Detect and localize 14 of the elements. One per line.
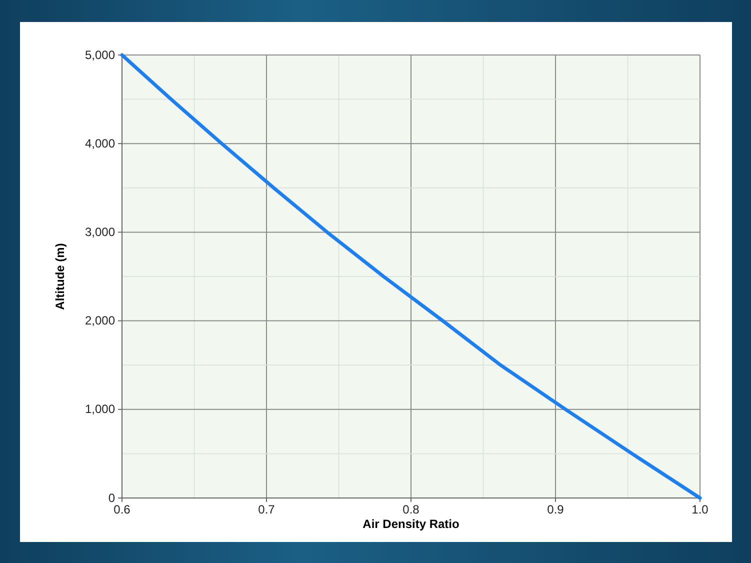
y-tick-label: 3,000 <box>84 225 116 240</box>
x-tick-label: 0.8 <box>402 502 420 517</box>
y-tick-label: 5,000 <box>84 48 116 62</box>
y-tick-label: 2,000 <box>84 314 116 328</box>
line-series <box>120 53 702 500</box>
x-tick-label: 0.9 <box>547 502 564 517</box>
y-tick-label: 1,000 <box>84 402 116 416</box>
x-axis-title: Air Density Ratio <box>362 517 460 531</box>
x-tick-label: 0.7 <box>258 502 276 517</box>
x-tick-label: 1.0 <box>692 502 709 517</box>
y-tick-label: 4,000 <box>84 136 116 150</box>
x-tick-label: 0.6 <box>114 502 131 517</box>
y-tick-label: 0 <box>108 490 116 505</box>
y-axis-title: Altitude (m) <box>53 243 67 310</box>
